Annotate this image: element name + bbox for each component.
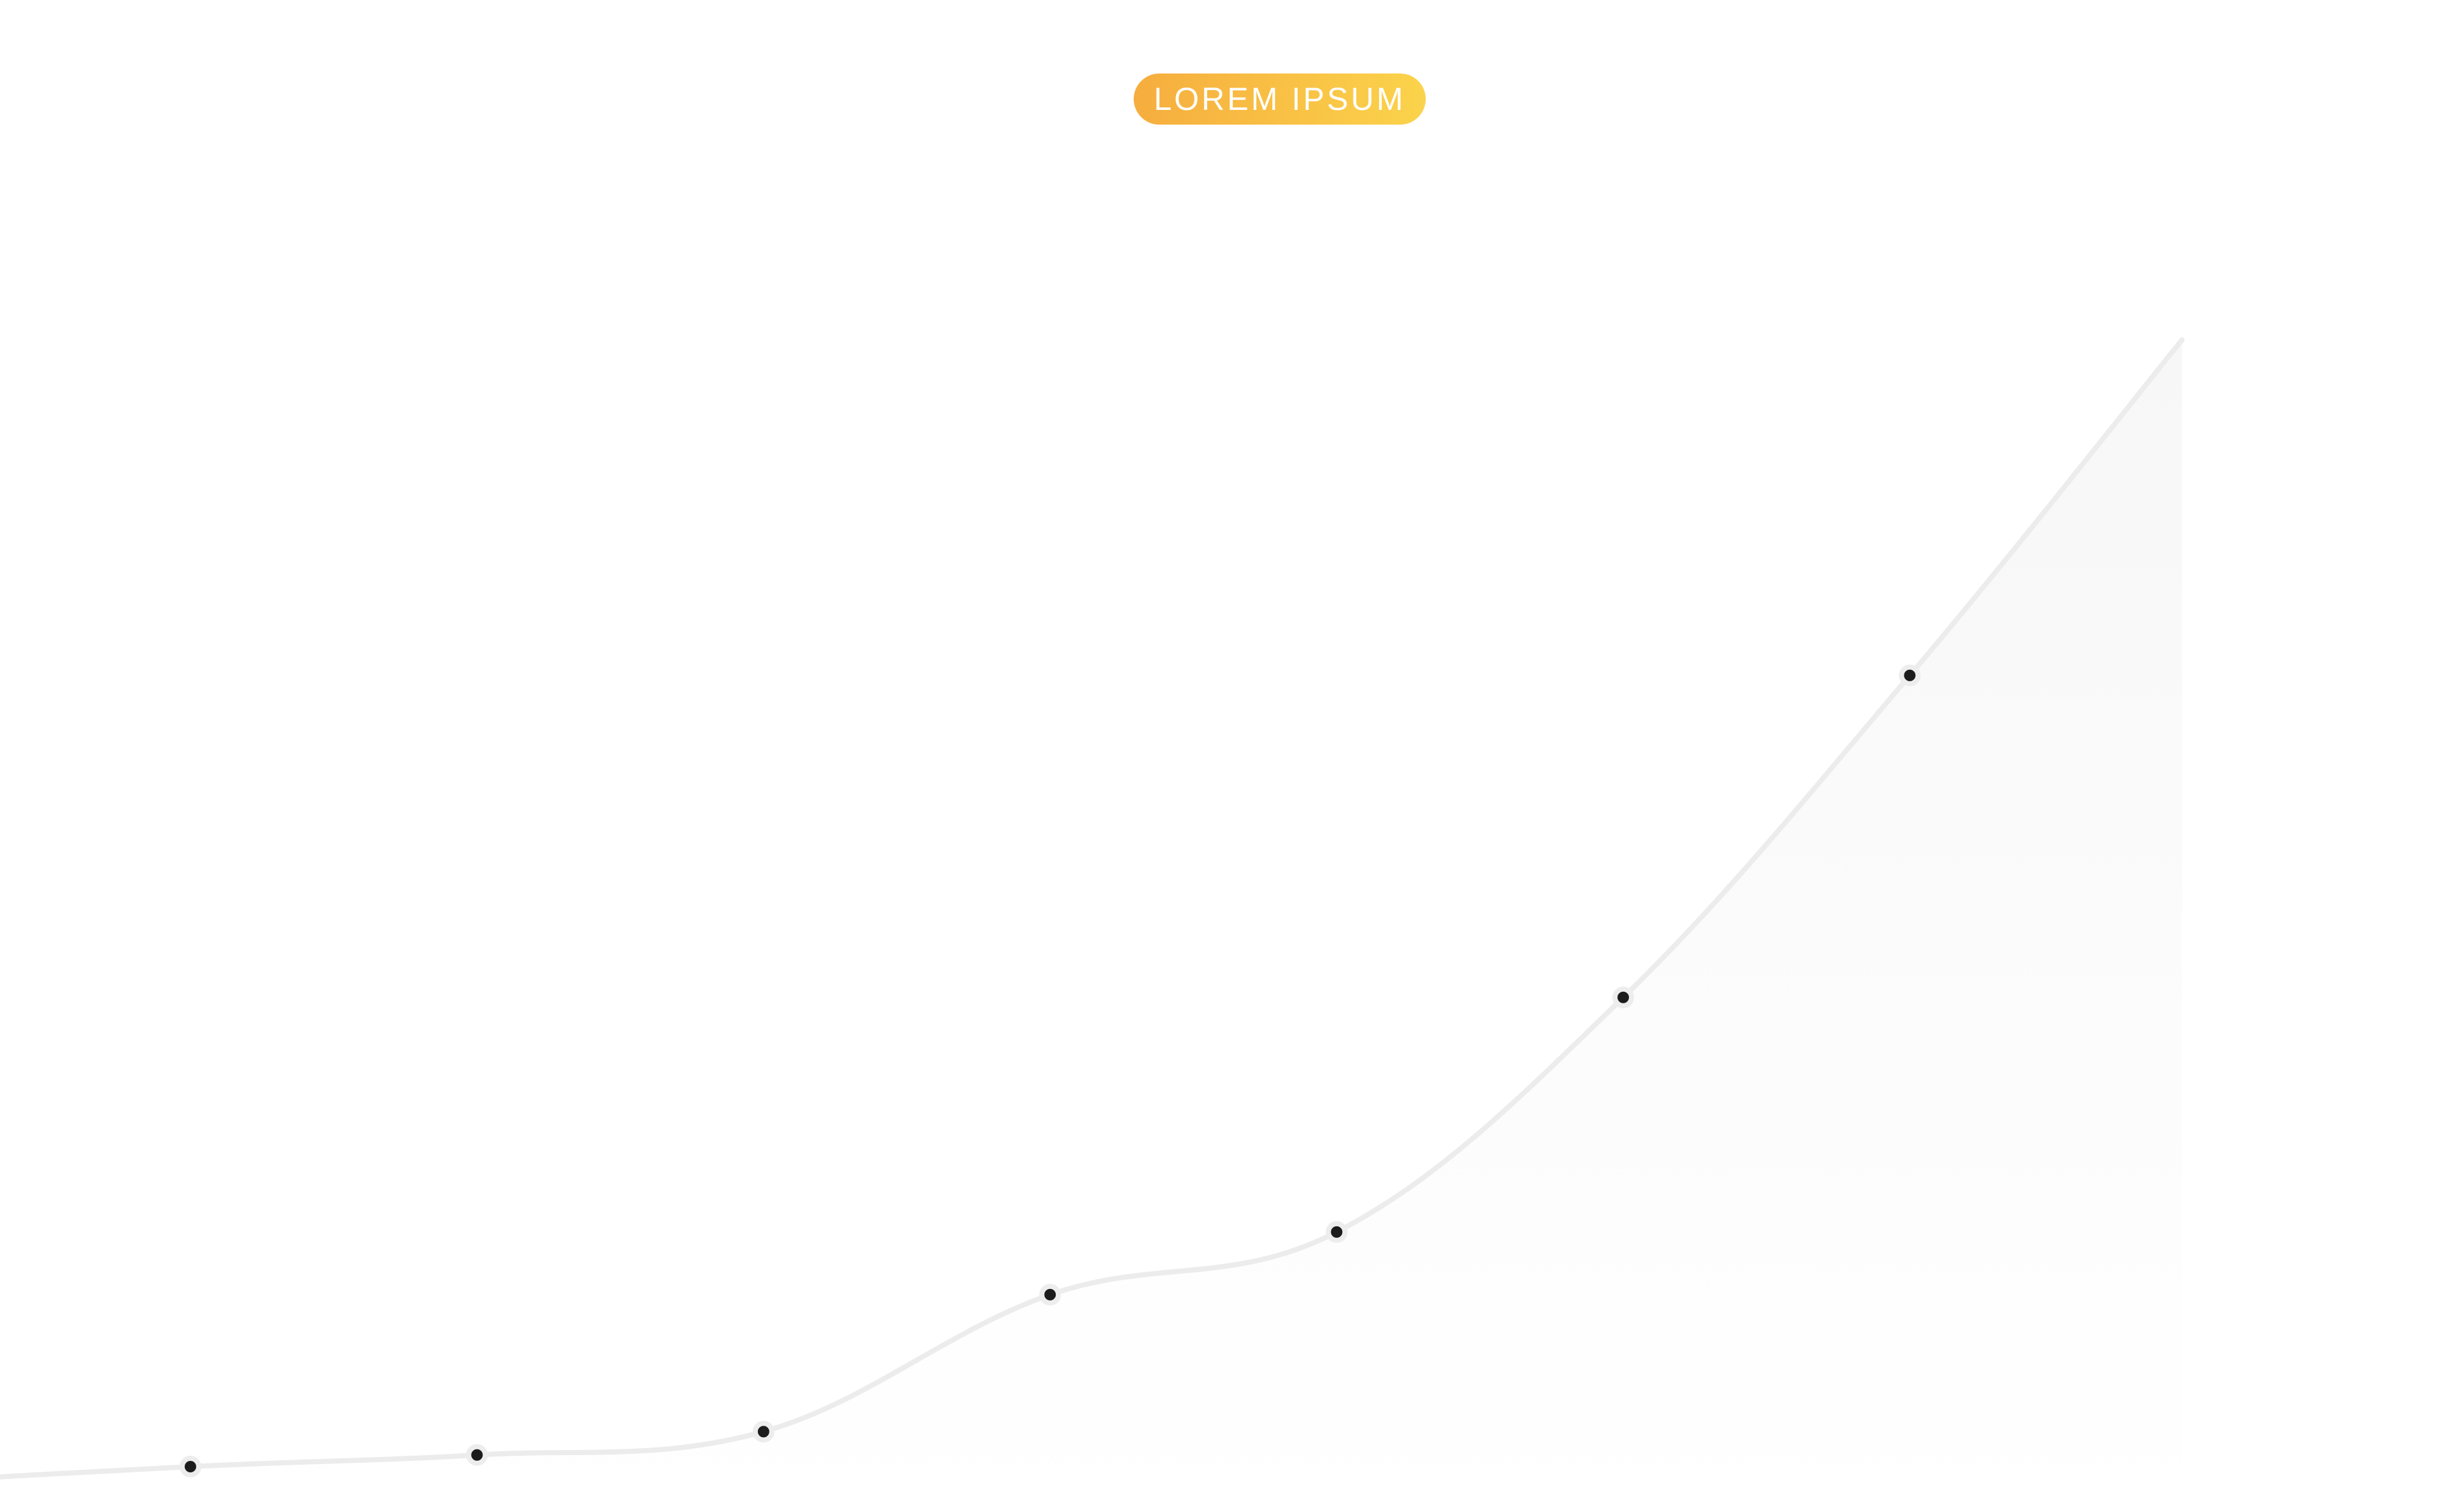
data-point-3	[752, 1421, 775, 1443]
series-line	[0, 337, 2185, 1479]
lorem-ipsum-badge: LOREM IPSUM	[1134, 73, 1426, 125]
area-layer	[0, 339, 2182, 1512]
data-point-1	[180, 1455, 201, 1477]
line-layer	[0, 337, 2185, 1479]
data-point-5	[1325, 1221, 1348, 1243]
point-layer	[180, 664, 1921, 1477]
data-point-7	[1899, 664, 1921, 686]
data-point-2	[466, 1444, 488, 1466]
data-point-6	[1612, 986, 1634, 1008]
series-area	[0, 339, 2182, 1512]
data-point-4	[1039, 1283, 1061, 1306]
